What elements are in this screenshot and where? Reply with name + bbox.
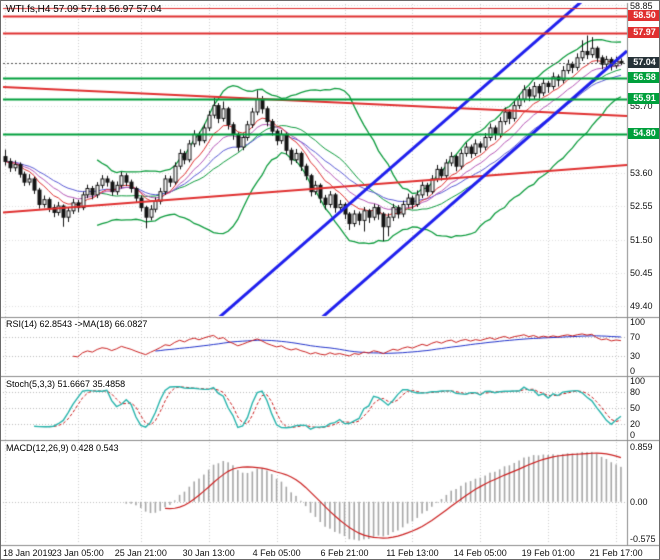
symbol-ohlc-label: WTI.fs,H4 57.09 57.18 56.97 57.04 [6, 4, 162, 15]
rsi-label: RSI(14) 62.8543 ->MA(18) 66.0827 [6, 319, 148, 329]
macd-label: MACD(12,26,9) 0.428 0.543 [6, 443, 119, 453]
stoch-label: Stoch(5,3,3) 51.6667 35.4858 [6, 379, 126, 389]
